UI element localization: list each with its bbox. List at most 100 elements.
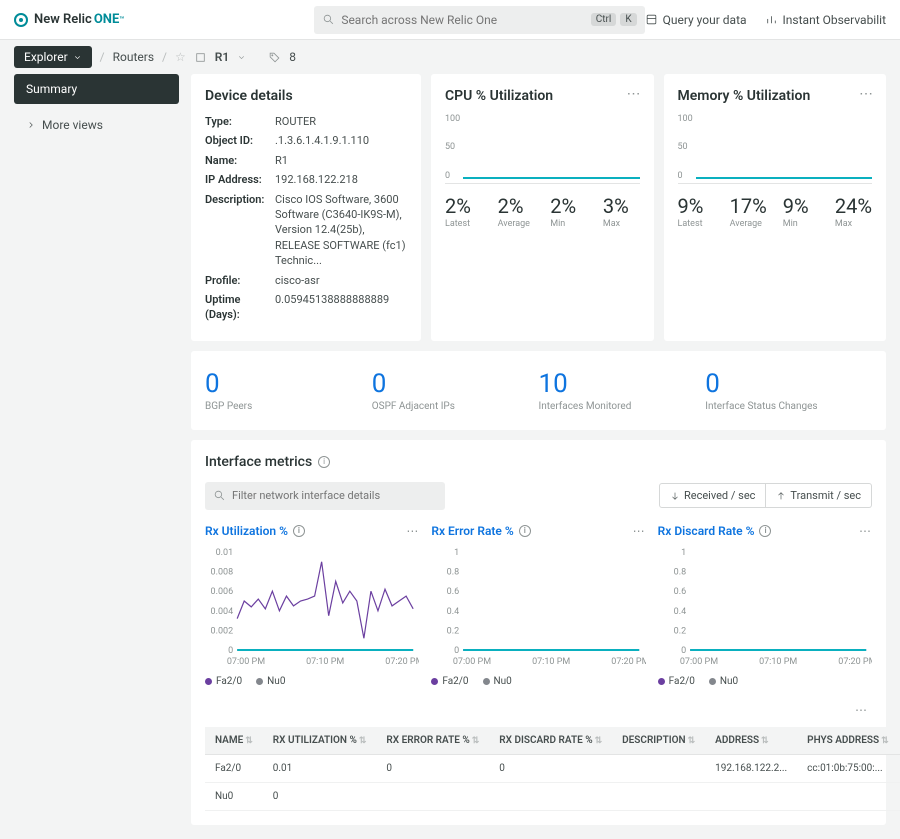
svg-text:1: 1 [681,548,686,558]
nav-summary[interactable]: Summary [14,74,179,104]
sort-icon: ⇅ [881,736,889,746]
table-col-header[interactable]: PHYS ADDRESS⇅ [797,727,898,755]
legend-item[interactable]: Fa2/0 [658,676,695,687]
stat: 17%Average [730,194,767,229]
info-icon[interactable]: i [293,525,305,537]
detail-label: Description: [205,192,275,269]
info-icon[interactable]: i [759,525,771,537]
tag-icon[interactable] [268,51,281,64]
chart: ⋯ Rx Utilization %i 0.010.0080.0060.0040… [205,524,419,687]
legend-item[interactable]: Fa2/0 [205,676,242,687]
chart-svg: 10.80.60.40.2007:00 PM07:10 PM07:20 PM [658,548,872,668]
global-search[interactable]: Ctrl K [314,6,644,34]
table-col-header[interactable]: DESCRIPTION⇅ [612,727,705,755]
interface-filter-input[interactable] [226,489,437,502]
legend-item[interactable]: Fa2/0 [431,676,468,687]
chart-icon [765,13,778,26]
chart: ⋯ Rx Error Rate %i 10.80.60.40.2007:00 P… [431,524,645,687]
mem-sparkline [696,177,873,179]
nav-more-label: More views [42,118,103,132]
stat-value: 2% [445,194,482,218]
svg-text:07:20 PM: 07:20 PM [612,657,646,667]
chart-title[interactable]: Rx Utilization %i [205,524,419,538]
counter-label: Interface Status Changes [705,401,872,412]
brand-prefix: New Relic [34,12,92,27]
interface-filter[interactable] [205,482,445,510]
toggle-tx-label: Transmit / sec [790,489,861,502]
table-row[interactable]: Fa2/00.0100192.168.122.2...cc:01:0b:75:0… [205,754,900,782]
chart-menu[interactable]: ⋯ [406,524,419,538]
stat-label: Average [498,219,535,229]
top-right: Query your data Instant Observabilit [645,13,886,27]
left-nav: Summary More views [14,74,179,825]
chart-menu[interactable]: ⋯ [859,524,872,538]
crumb-routers[interactable]: Routers [113,50,154,64]
star-icon[interactable]: ☆ [175,50,186,64]
table-menu[interactable]: ⋯ [205,699,872,727]
entity-type-icon [194,51,207,64]
chart-title[interactable]: Rx Discard Rate %i [658,524,872,538]
info-icon[interactable]: i [318,456,330,468]
brand[interactable]: New Relic ONE ™ [14,12,124,27]
charts-row: ⋯ Rx Utilization %i 0.010.0080.0060.0040… [205,524,872,687]
counter: 10Interfaces Monitored [539,369,706,412]
svg-text:0: 0 [454,646,459,656]
legend-item[interactable]: Nu0 [483,676,512,687]
detail-row: Name:R1 [205,153,407,168]
chart-body: 10.80.60.40.2007:00 PM07:10 PM07:20 PM [431,548,645,668]
detail-value: 192.168.122.218 [275,172,407,187]
nav-more-views[interactable]: More views [14,110,179,140]
stat-label: Max [835,219,872,229]
cpu-card-menu[interactable]: ⋯ [627,86,642,102]
chart-menu[interactable]: ⋯ [633,524,646,538]
svg-text:0: 0 [228,646,233,656]
instant-obs-link[interactable]: Instant Observabilit [765,13,886,27]
stat-value: 3% [603,194,640,218]
table-cell [612,782,705,810]
svg-text:0.004: 0.004 [211,606,234,616]
global-search-input[interactable] [335,13,586,27]
table-row[interactable]: Nu0011 [205,782,900,810]
sort-icon: ⇅ [595,736,603,746]
stat-label: Latest [445,219,482,229]
table-cell: Nu0 [205,782,263,810]
explorer-label: Explorer [24,50,68,64]
legend-item[interactable]: Nu0 [256,676,285,687]
counter-value: 0 [372,369,539,399]
tag-count[interactable]: 8 [289,50,296,64]
table-col-header[interactable]: ADDRESS⇅ [705,727,797,755]
detail-value: cisco-asr [275,273,407,288]
stat: 2%Min [550,194,587,229]
table-cell: cc:01:0b:75:00:... [797,754,898,782]
chevron-down-icon[interactable] [237,53,246,62]
mem-card-menu[interactable]: ⋯ [859,86,874,102]
query-data-link[interactable]: Query your data [645,13,747,27]
metrics-head: Interface metrics i [205,454,872,470]
table-col-header[interactable]: RX UTILIZATION %⇅ [263,727,377,755]
detail-value: Cisco IOS Software, 3600 Software (C3640… [275,192,407,269]
metrics-title: Interface metrics [205,454,312,470]
table-col-header[interactable]: NAME⇅ [205,727,263,755]
toggle-transmit[interactable]: Transmit / sec [766,483,872,508]
svg-text:0.6: 0.6 [447,587,460,597]
interface-table: NAME⇅RX UTILIZATION %⇅RX ERROR RATE %⇅RX… [205,727,900,811]
toggle-received[interactable]: Received / sec [659,483,766,508]
brand-tm: ™ [119,15,124,24]
chart-title[interactable]: Rx Error Rate %i [431,524,645,538]
svg-text:07:10 PM: 07:10 PM [532,657,570,667]
detail-row: Type:ROUTER [205,114,407,129]
stat: 9%Min [783,194,819,229]
explorer-pill[interactable]: Explorer [14,46,92,68]
table-col-header[interactable]: RX DISCARD RATE %⇅ [489,727,612,755]
info-icon[interactable]: i [519,525,531,537]
chart-body: 10.80.60.40.2007:00 PM07:10 PM07:20 PM [658,548,872,668]
cpu-ytick: 0 [445,171,450,181]
stat-value: 9% [678,194,714,218]
mem-stats: 9%Latest17%Average9%Min24%Max [678,194,873,229]
counter-value: 0 [205,369,372,399]
kbd-k: K [620,13,636,26]
table-col-header[interactable]: RX ERROR RATE %⇅ [376,727,489,755]
legend-item[interactable]: Nu0 [709,676,738,687]
crumb-entity[interactable]: R1 [215,50,229,64]
stat-value: 17% [730,194,767,218]
